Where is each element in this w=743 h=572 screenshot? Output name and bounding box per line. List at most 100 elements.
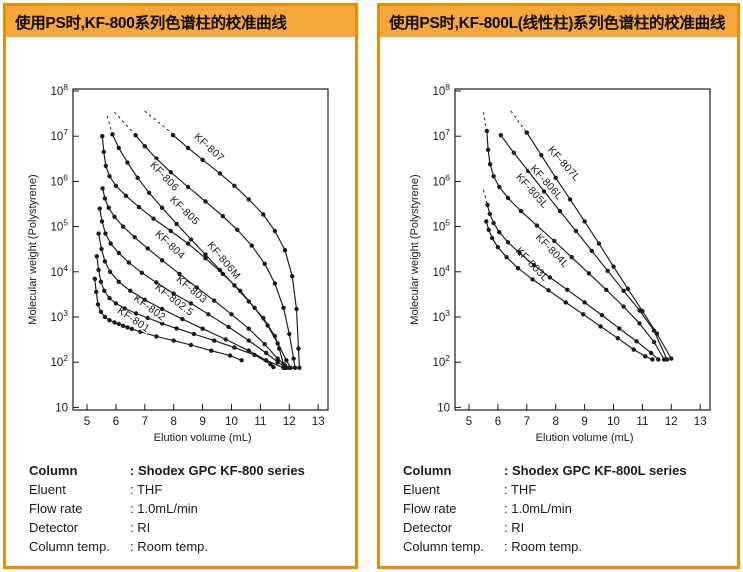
- data-point: [123, 193, 129, 198]
- y-axis-title: Molecular weight (Polystyrene): [27, 174, 39, 324]
- data-point: [261, 212, 266, 217]
- y-tick-label: 102: [50, 353, 68, 369]
- data-point: [291, 356, 296, 361]
- data-point: [133, 133, 138, 138]
- x-tick-label: 10: [225, 416, 238, 428]
- data-point: [246, 338, 251, 343]
- panel-title-kf800: 使用PS时,KF-800系列色谱柱的校准曲线: [6, 6, 355, 37]
- data-point: [103, 231, 108, 236]
- data-point: [174, 326, 179, 331]
- data-point: [99, 219, 105, 224]
- data-point: [185, 184, 191, 190]
- data-point: [288, 365, 293, 370]
- data-point: [617, 326, 622, 331]
- data-point: [116, 250, 122, 256]
- data-point: [275, 360, 280, 365]
- data-point: [188, 342, 194, 348]
- data-point: [637, 321, 642, 326]
- data-point: [264, 358, 269, 363]
- data-point: [120, 224, 126, 229]
- x-tick-label: 13: [312, 416, 325, 428]
- y-tick-label: 105: [432, 218, 450, 234]
- y-tick-label: 103: [50, 308, 68, 324]
- data-point: [94, 254, 100, 259]
- y-tick-label: 107: [432, 127, 450, 143]
- data-point: [605, 268, 610, 273]
- data-point: [567, 197, 573, 202]
- data-point: [651, 339, 657, 345]
- x-tick-label: 6: [113, 416, 119, 428]
- x-tick-label: 9: [581, 416, 587, 428]
- x-tick-label: 10: [607, 416, 620, 428]
- data-point: [524, 130, 529, 135]
- data-point: [271, 364, 276, 370]
- x-tick-label: 12: [665, 416, 678, 428]
- data-point: [220, 214, 225, 219]
- data-point: [159, 258, 165, 263]
- condition-label: Column: [29, 463, 78, 478]
- data-point: [582, 300, 587, 305]
- data-point: [139, 270, 145, 275]
- data-point: [232, 183, 237, 188]
- data-point: [264, 350, 269, 356]
- data-point: [541, 189, 547, 194]
- data-point: [129, 326, 134, 332]
- condition-label: Detector: [29, 520, 79, 535]
- data-point: [281, 305, 286, 310]
- data-point: [669, 356, 674, 361]
- data-point: [171, 338, 176, 343]
- condition-row: Column temp.: Room temp.: [29, 537, 305, 556]
- data-point: [177, 271, 182, 277]
- data-point: [185, 241, 191, 246]
- data-point: [145, 246, 150, 251]
- data-point: [180, 316, 185, 322]
- data-point: [229, 312, 234, 317]
- x-tick-label: 5: [84, 416, 90, 428]
- data-point: [185, 145, 191, 151]
- data-point: [277, 346, 282, 351]
- data-point: [611, 264, 616, 269]
- data-point: [171, 291, 176, 296]
- data-point: [281, 362, 286, 367]
- data-point: [656, 357, 661, 362]
- data-point: [491, 174, 496, 179]
- data-point: [206, 312, 211, 317]
- data-point: [132, 235, 137, 240]
- data-point: [272, 281, 278, 286]
- curve-KF-805: [101, 136, 292, 369]
- condition-value: : Shodex GPC KF-800L series: [504, 463, 687, 478]
- data-point: [282, 248, 288, 253]
- data-point: [200, 326, 205, 331]
- data-point: [515, 266, 521, 271]
- data-point: [116, 279, 122, 284]
- condition-value: : RI: [504, 520, 525, 535]
- condition-value: : Room temp.: [504, 539, 583, 554]
- data-point: [100, 186, 105, 191]
- y-axis-title: Molecular weight (Polystyrene): [409, 174, 421, 324]
- data-point: [223, 337, 228, 342]
- data-point: [497, 184, 502, 190]
- panel-kf800l-series: 使用PS时,KF-800L(线性柱)系列色谱柱的校准曲线 108 107 106 10…: [377, 3, 740, 569]
- data-point: [154, 280, 159, 285]
- data-point: [552, 238, 557, 244]
- condition-value: : THF: [504, 482, 537, 497]
- data-point: [101, 149, 107, 155]
- data-point: [589, 248, 594, 254]
- data-point: [154, 334, 159, 339]
- x-tick-label: 8: [170, 416, 176, 428]
- data-point: [282, 365, 288, 370]
- data-point: [582, 219, 587, 224]
- data-point: [200, 157, 205, 162]
- data-point: [97, 206, 102, 211]
- data-point: [232, 283, 237, 288]
- data-point: [106, 205, 111, 210]
- data-point: [92, 276, 98, 281]
- data-point: [485, 147, 491, 152]
- data-point: [505, 240, 511, 245]
- condition-row: Column temp.: Room temp.: [403, 537, 687, 556]
- x-tick-label: 13: [694, 416, 707, 428]
- data-point: [511, 150, 516, 155]
- curve-dashed-KF-806M: [106, 115, 113, 133]
- data-point: [203, 199, 208, 204]
